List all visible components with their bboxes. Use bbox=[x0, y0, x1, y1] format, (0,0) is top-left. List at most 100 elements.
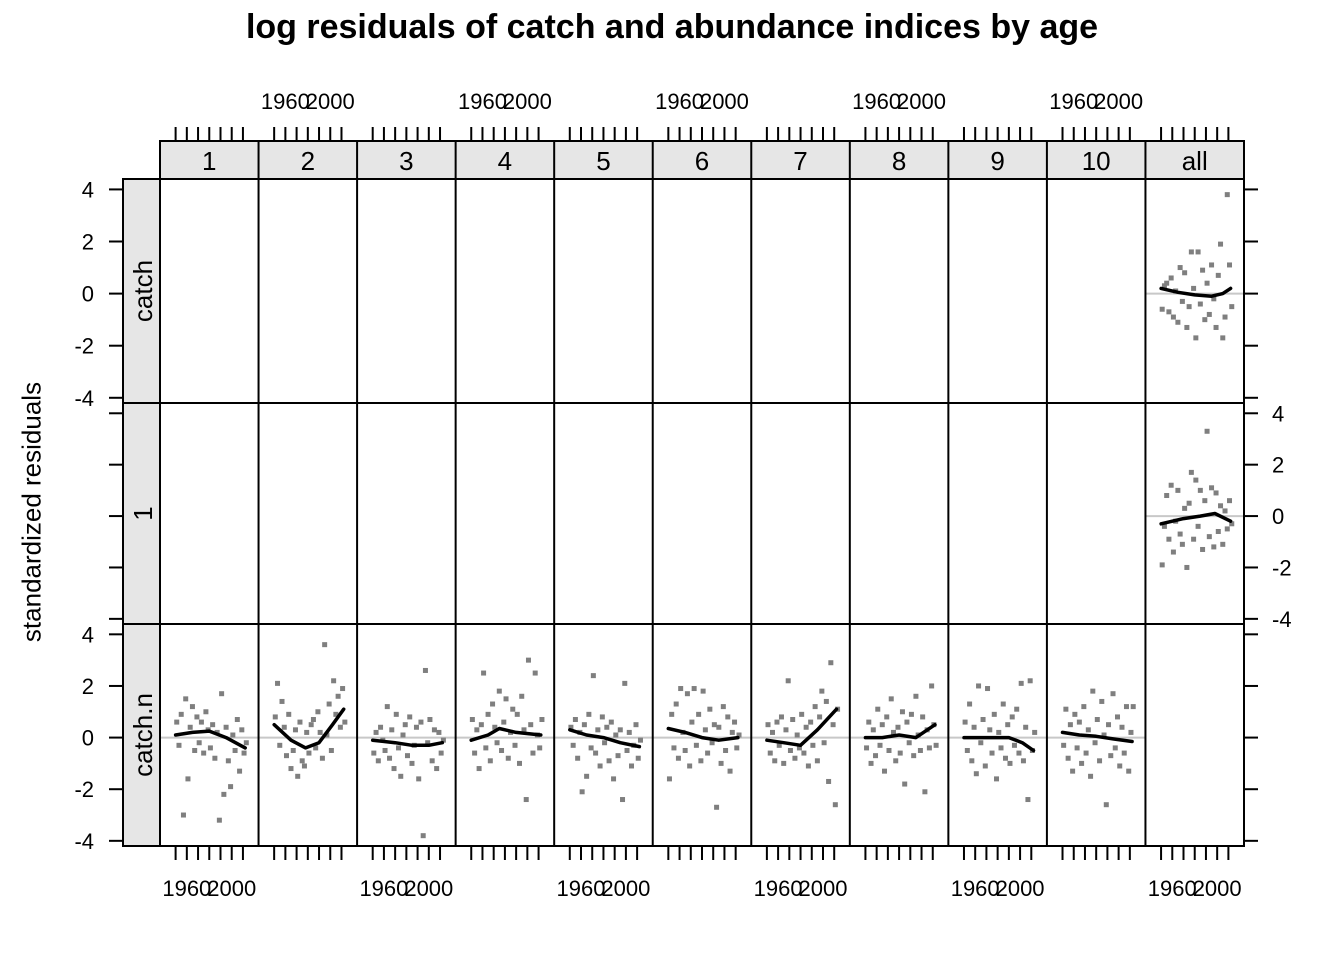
residual-point bbox=[976, 683, 982, 689]
residual-point bbox=[1202, 317, 1208, 323]
residual-point bbox=[1161, 523, 1167, 529]
residual-point bbox=[438, 750, 444, 756]
row-label: 1 bbox=[128, 506, 158, 520]
residual-point bbox=[1094, 717, 1100, 723]
residual-point bbox=[275, 680, 281, 686]
residual-point bbox=[884, 714, 890, 720]
residual-point bbox=[281, 724, 287, 730]
residual-point bbox=[590, 673, 596, 679]
residual-point bbox=[973, 771, 979, 777]
residual-point bbox=[989, 750, 995, 756]
residual-point bbox=[1088, 773, 1094, 779]
residual-point bbox=[1197, 301, 1203, 307]
residual-point bbox=[279, 698, 285, 704]
residual-point bbox=[328, 747, 334, 753]
residual-point bbox=[785, 678, 791, 684]
residual-point bbox=[819, 688, 825, 694]
residual-point bbox=[429, 758, 435, 764]
residual-point bbox=[1115, 714, 1121, 720]
residual-point bbox=[537, 745, 543, 751]
residual-point bbox=[1067, 722, 1073, 728]
residual-point bbox=[967, 701, 973, 707]
residual-point bbox=[221, 791, 227, 797]
residual-point bbox=[521, 727, 527, 733]
residual-point bbox=[622, 680, 628, 686]
residual-point bbox=[595, 727, 601, 733]
residual-point bbox=[212, 755, 218, 761]
residual-point bbox=[626, 729, 632, 735]
residual-point bbox=[485, 711, 491, 717]
residual-point bbox=[803, 724, 809, 730]
residual-point bbox=[207, 745, 213, 751]
residual-point bbox=[409, 760, 415, 766]
residual-point bbox=[198, 719, 204, 725]
residual-point bbox=[393, 711, 399, 717]
residual-point bbox=[613, 732, 619, 738]
residual-point bbox=[873, 753, 879, 759]
residual-point bbox=[821, 740, 827, 746]
trend-line bbox=[666, 726, 740, 742]
residual-point bbox=[1179, 541, 1185, 547]
residual-point bbox=[781, 760, 787, 766]
residual-point bbox=[474, 727, 480, 733]
residual-point bbox=[234, 717, 240, 723]
residual-point bbox=[387, 755, 393, 761]
y-tick-label: -4 bbox=[1272, 607, 1292, 632]
residual-point bbox=[823, 698, 829, 704]
residual-point bbox=[512, 742, 518, 748]
residual-point bbox=[396, 745, 402, 751]
residual-point bbox=[689, 719, 695, 725]
residual-point bbox=[615, 753, 621, 759]
residual-point bbox=[982, 763, 988, 769]
residual-point bbox=[1184, 324, 1190, 330]
residual-point bbox=[501, 719, 507, 725]
residual-point bbox=[1175, 487, 1181, 493]
trend-line bbox=[962, 735, 1036, 753]
residual-point bbox=[1108, 753, 1114, 759]
residual-point bbox=[723, 747, 729, 753]
residual-point bbox=[272, 714, 278, 720]
residual-point bbox=[817, 714, 823, 720]
trend-line bbox=[1060, 730, 1134, 744]
residual-point bbox=[418, 719, 424, 725]
residual-point bbox=[1121, 750, 1127, 756]
residual-point bbox=[331, 678, 337, 684]
residual-point bbox=[420, 833, 426, 839]
residual-point bbox=[1079, 760, 1085, 766]
residual-point bbox=[528, 722, 534, 728]
residual-point bbox=[693, 742, 699, 748]
residual-point bbox=[787, 747, 793, 753]
residual-point bbox=[908, 711, 914, 717]
residual-point bbox=[319, 755, 325, 761]
residual-point bbox=[436, 729, 442, 735]
residual-point bbox=[682, 747, 688, 753]
y-tick-label: -2 bbox=[74, 334, 94, 359]
residual-point bbox=[920, 714, 926, 720]
residual-point bbox=[216, 817, 222, 823]
residual-point bbox=[505, 755, 511, 761]
plot-border bbox=[122, 178, 1245, 847]
residual-point bbox=[1085, 727, 1091, 733]
residual-point bbox=[1065, 755, 1071, 761]
residual-point bbox=[1092, 740, 1098, 746]
residual-point bbox=[828, 660, 834, 666]
x-tick-label: 1960 bbox=[557, 876, 606, 901]
residual-point bbox=[469, 717, 475, 723]
residual-point bbox=[913, 693, 919, 699]
residual-point bbox=[192, 747, 198, 753]
residual-point bbox=[1215, 528, 1221, 534]
residual-point bbox=[794, 732, 800, 738]
residual-point bbox=[1123, 704, 1129, 710]
residual-point bbox=[1229, 521, 1235, 527]
residual-point bbox=[1227, 498, 1233, 504]
residual-point bbox=[373, 729, 379, 735]
residual-point bbox=[472, 750, 478, 756]
residual-point bbox=[1000, 701, 1006, 707]
residual-point bbox=[499, 747, 505, 753]
residual-point bbox=[1222, 314, 1228, 320]
residual-point bbox=[306, 750, 312, 756]
x-tick-label: 1960 bbox=[1148, 876, 1197, 901]
residual-point bbox=[725, 714, 731, 720]
residual-point bbox=[998, 745, 1004, 751]
